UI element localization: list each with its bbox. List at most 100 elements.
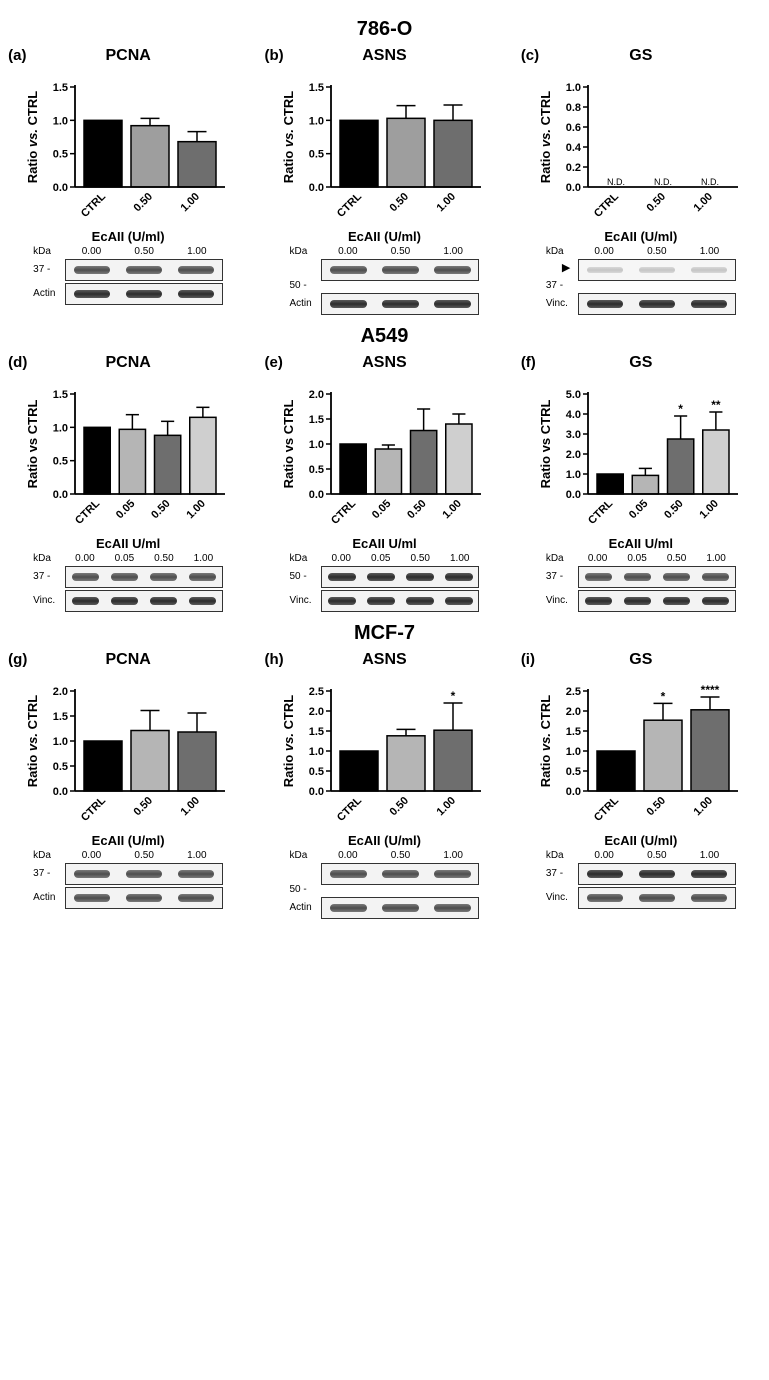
blot-column-label: 0.50 — [630, 246, 683, 257]
blot-target-row: 37 - — [546, 566, 736, 588]
band — [150, 597, 177, 605]
x-category-label: 0.05 — [114, 498, 138, 522]
y-tick-label: 0.0 — [309, 489, 324, 501]
blot-column-label: 0.05 — [105, 553, 145, 564]
band — [585, 597, 612, 605]
panel-title: ASNS — [362, 47, 406, 65]
blot-column-label: 0.00 — [321, 553, 361, 564]
y-tick-label: 2.5 — [309, 686, 324, 698]
panel-title: GS — [629, 651, 652, 669]
marker-label: 50 - — [289, 281, 321, 291]
y-tick-label: 0.5 — [53, 149, 68, 161]
panel-title: ASNS — [362, 651, 406, 669]
band — [72, 573, 99, 581]
y-tick-label: 0.0 — [309, 182, 324, 194]
band — [330, 300, 366, 308]
x-category-label: 1.00 — [697, 498, 721, 522]
y-tick-label: 1.0 — [309, 746, 324, 758]
panel-title: PCNA — [105, 354, 150, 372]
band — [663, 597, 690, 605]
bar-chart: 0.00.51.01.52.02.5Ratio vs. CTRLCTRL*0.5… — [536, 677, 746, 827]
y-tick-label: 0.5 — [53, 456, 68, 468]
blot-column-label: 0.50 — [118, 246, 171, 257]
y-tick-label: 0.0 — [566, 786, 581, 798]
blot-target-row: 50 - — [289, 566, 479, 588]
blot-column-label: 0.50 — [374, 246, 427, 257]
band — [639, 870, 675, 878]
panel-letter: (a) — [8, 47, 26, 64]
panel-letter: (b) — [264, 47, 283, 64]
nd-label: N.D. — [701, 177, 719, 187]
bar — [84, 427, 110, 494]
y-axis-label: Ratio vs. CTRL — [538, 91, 553, 184]
band — [691, 870, 727, 878]
y-tick-label: 1.0 — [53, 115, 68, 127]
x-category-label: 1.00 — [691, 191, 715, 215]
blot-column-label: 0.05 — [361, 553, 401, 564]
y-tick-label: 0.5 — [309, 149, 324, 161]
blot-column-label: 1.00 — [683, 246, 736, 257]
section-title: A549 — [0, 325, 769, 348]
x-category-label: 0.05 — [627, 498, 651, 522]
blot-column-label: 0.50 — [400, 553, 440, 564]
blot-column-label: 1.00 — [427, 850, 480, 861]
y-tick-label: 2.0 — [53, 686, 68, 698]
western-blot: EcAII (U/ml)kDa0.000.501.0037 -Actin — [33, 229, 223, 305]
bar — [84, 120, 122, 187]
band — [111, 573, 138, 581]
bar — [632, 475, 658, 494]
western-blot: EcAII (U/ml)kDa0.000.501.0037 -Vinc. — [546, 833, 736, 909]
band — [702, 573, 729, 581]
y-axis-label: Ratio vs CTRL — [25, 400, 40, 489]
band — [111, 597, 138, 605]
significance-marker: * — [678, 402, 683, 416]
blot-header-row: kDa0.000.501.00 — [546, 850, 736, 861]
panel-letter: (h) — [264, 651, 283, 668]
panel-row: (a)PCNA0.00.51.01.5Ratio vs. CTRLCTRL0.5… — [0, 47, 769, 315]
blot-loading-row: Actin — [289, 293, 479, 315]
x-category-label: 0.50 — [644, 795, 668, 819]
band — [74, 894, 110, 902]
band — [691, 894, 727, 902]
bar — [131, 731, 169, 792]
blot-column-label: 0.50 — [630, 850, 683, 861]
blot-column-label: 1.00 — [696, 553, 736, 564]
y-axis-label: Ratio vs CTRL — [281, 400, 296, 489]
blot-column-label: 0.00 — [65, 850, 118, 861]
panel-title: PCNA — [105, 47, 150, 65]
section-title: MCF-7 — [0, 622, 769, 645]
panel: (g)PCNA0.00.51.01.52.0Ratio vs. CTRLCTRL… — [4, 651, 252, 919]
chart-wrap: 0.00.51.01.52.02.5Ratio vs. CTRLCTRL0.50… — [279, 677, 489, 827]
y-tick-label: 1.5 — [53, 82, 68, 94]
panel-letter: (i) — [521, 651, 535, 668]
panel-row: (g)PCNA0.00.51.01.52.0Ratio vs. CTRLCTRL… — [0, 651, 769, 919]
panel-title: PCNA — [105, 651, 150, 669]
y-tick-label: 0.0 — [566, 489, 581, 501]
x-category-label: 1.00 — [691, 795, 715, 819]
band — [189, 573, 216, 581]
y-tick-label: 0.0 — [53, 489, 68, 501]
loading-label: Actin — [289, 903, 321, 913]
y-axis-label: Ratio vs CTRL — [538, 400, 553, 489]
y-tick-label: 1.5 — [53, 389, 68, 401]
marker-label: 50 - — [289, 885, 321, 895]
y-tick-label: 4.0 — [566, 409, 581, 421]
blot-column-label: 1.00 — [440, 553, 480, 564]
y-axis-label: Ratio vs. CTRL — [25, 695, 40, 788]
band — [434, 300, 470, 308]
y-tick-label: 3.0 — [566, 429, 581, 441]
blot-header-row: kDa0.000.050.501.00 — [33, 553, 223, 564]
bar — [387, 736, 425, 791]
western-blot: EcAII U/mlkDa0.000.050.501.0037 -Vinc. — [33, 536, 223, 612]
bar — [434, 120, 472, 187]
blot-loading-row: Actin — [289, 897, 479, 919]
bar — [131, 126, 169, 187]
panel: (b)ASNS0.00.51.01.5Ratio vs. CTRLCTRL0.5… — [260, 47, 508, 315]
panel-title: GS — [629, 47, 652, 65]
x-category-label: CTRL — [592, 794, 621, 823]
blot-header-row: kDa0.000.501.00 — [289, 246, 479, 257]
x-category-label: CTRL — [73, 497, 102, 526]
x-category-label: 0.50 — [388, 191, 412, 215]
band — [691, 300, 727, 308]
bar — [340, 120, 378, 187]
